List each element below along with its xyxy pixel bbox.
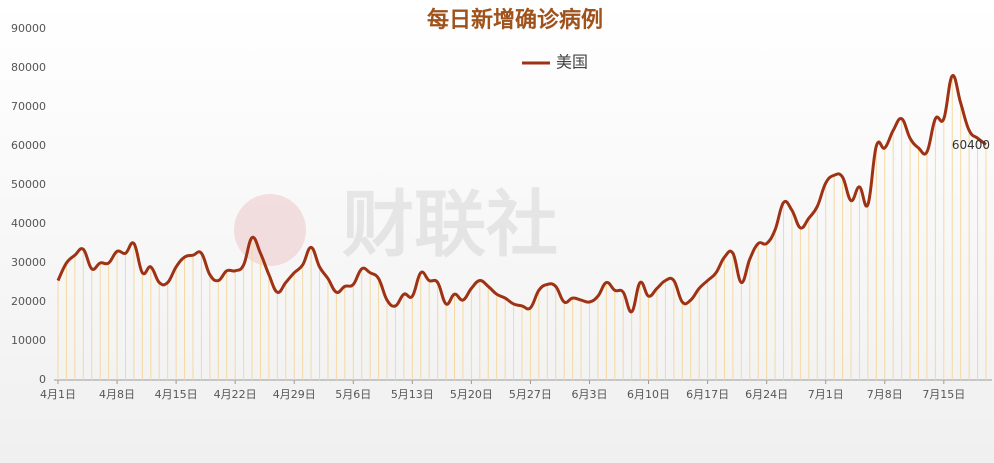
- x-tick-label: 7月1日: [808, 388, 844, 401]
- y-tick-label: 60000: [11, 139, 46, 152]
- x-tick-label: 4月8日: [99, 388, 135, 401]
- legend-label: 美国: [556, 53, 588, 72]
- y-tick-label: 0: [39, 373, 46, 386]
- x-tick-label: 6月24日: [745, 388, 788, 401]
- x-tick-label: 6月3日: [571, 388, 607, 401]
- chart-title: 每日新增确诊病例: [427, 7, 603, 33]
- x-tick-label: 7月15日: [922, 388, 965, 401]
- y-tick-label: 30000: [11, 256, 46, 269]
- y-tick-label: 80000: [11, 61, 46, 74]
- x-tick-label: 5月20日: [450, 388, 493, 401]
- y-tick-label: 20000: [11, 295, 46, 308]
- x-tick-label: 6月10日: [627, 388, 670, 401]
- watermark: 财联社: [342, 183, 558, 267]
- x-tick-label: 4月29日: [273, 388, 316, 401]
- y-tick-label: 70000: [11, 100, 46, 113]
- y-tick-label: 40000: [11, 217, 46, 230]
- y-tick-label: 50000: [11, 178, 46, 191]
- x-tick-label: 4月1日: [40, 388, 76, 401]
- data-label: 60400: [952, 138, 990, 152]
- x-tick-label: 4月22日: [214, 388, 257, 401]
- y-tick-label: 90000: [11, 22, 46, 35]
- x-tick-label: 4月15日: [155, 388, 198, 401]
- x-tick-label: 5月6日: [335, 388, 371, 401]
- x-tick-label: 5月13日: [391, 388, 434, 401]
- x-tick-label: 7月8日: [867, 388, 903, 401]
- x-tick-label: 5月27日: [509, 388, 552, 401]
- watermark-logo: [234, 194, 306, 266]
- series-line: [56, 74, 987, 314]
- x-tick-label: 6月17日: [686, 388, 729, 401]
- y-tick-label: 10000: [11, 334, 46, 347]
